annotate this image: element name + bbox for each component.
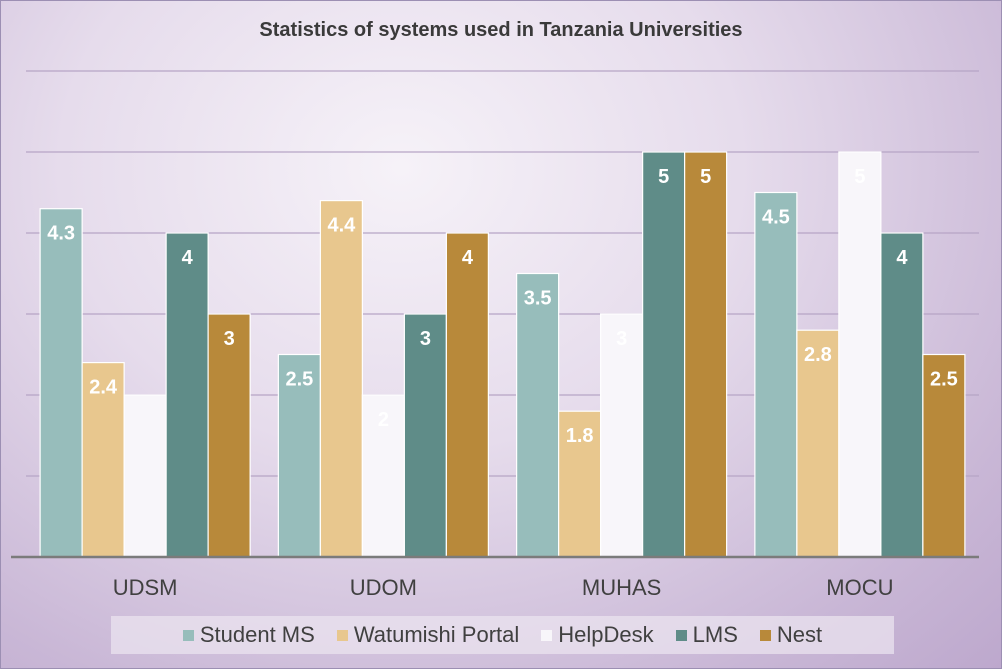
legend-item: LMS xyxy=(675,622,738,648)
bar xyxy=(277,353,321,558)
data-label: 2.4 xyxy=(89,377,118,399)
legend-swatch xyxy=(336,629,348,641)
data-label: 2.5 xyxy=(285,369,313,391)
legend-swatch xyxy=(675,629,687,641)
data-label: 4.4 xyxy=(327,215,356,237)
bar xyxy=(207,313,251,558)
data-label: 2 xyxy=(378,409,389,431)
bar xyxy=(403,313,447,558)
legend-label: LMS xyxy=(692,622,738,647)
bar xyxy=(165,232,209,558)
data-label: 2.5 xyxy=(930,369,958,391)
bar xyxy=(880,232,924,558)
x-tick-label: MUHAS xyxy=(582,575,661,600)
data-label: 5 xyxy=(854,166,865,188)
chart-legend: Student MS Watumishi Portal HelpDesk LMS Nes… xyxy=(111,616,894,654)
data-label: 3 xyxy=(224,328,235,350)
bar xyxy=(39,208,83,558)
data-label: 5 xyxy=(700,166,711,188)
legend-swatch xyxy=(182,629,194,641)
legend-item: HelpDesk xyxy=(541,622,654,648)
legend-label: Student MS xyxy=(199,622,315,647)
data-label: 1.8 xyxy=(566,425,594,447)
x-tick-label: UDSM xyxy=(113,575,178,600)
data-label: 3 xyxy=(616,328,627,350)
bar xyxy=(796,329,840,558)
data-label: 4.3 xyxy=(47,223,75,245)
legend-label: Nest xyxy=(776,622,823,647)
legend-label: Watumishi Portal xyxy=(353,622,520,647)
bar xyxy=(516,272,560,558)
bar xyxy=(445,232,489,558)
bar xyxy=(558,410,602,558)
legend-swatch xyxy=(541,629,553,641)
data-label: 4.5 xyxy=(762,207,790,229)
bar xyxy=(361,394,405,558)
bar xyxy=(838,151,882,558)
chart-title: Statistics of systems used in Tanzania U… xyxy=(259,19,743,41)
data-label: 4 xyxy=(182,247,194,269)
bar xyxy=(123,394,167,558)
data-label: 4 xyxy=(462,247,474,269)
data-label: 3 xyxy=(420,328,431,350)
legend-item: Student MS xyxy=(182,622,315,648)
bar xyxy=(754,191,798,558)
data-label: 4 xyxy=(896,247,908,269)
legend-item: Nest xyxy=(759,622,823,648)
data-label: 5 xyxy=(658,166,669,188)
legend-label: HelpDesk xyxy=(558,622,654,647)
data-label: 2.8 xyxy=(804,344,832,366)
legend-swatch xyxy=(759,629,771,641)
data-label: 3.5 xyxy=(524,288,552,310)
bar xyxy=(642,151,686,558)
bar xyxy=(684,151,728,558)
bar xyxy=(600,313,644,558)
x-tick-label: MOCU xyxy=(826,575,893,600)
legend-item: Watumishi Portal xyxy=(336,622,520,648)
x-tick-label: UDOM xyxy=(350,575,417,600)
bar xyxy=(319,200,363,558)
bar-chart: 4.3 2.4 4 3 UDSM 2.5 4.4 2 3 4 UDOM 3.5 1.8 3 5 5 MUHAS 4… xyxy=(11,70,979,600)
